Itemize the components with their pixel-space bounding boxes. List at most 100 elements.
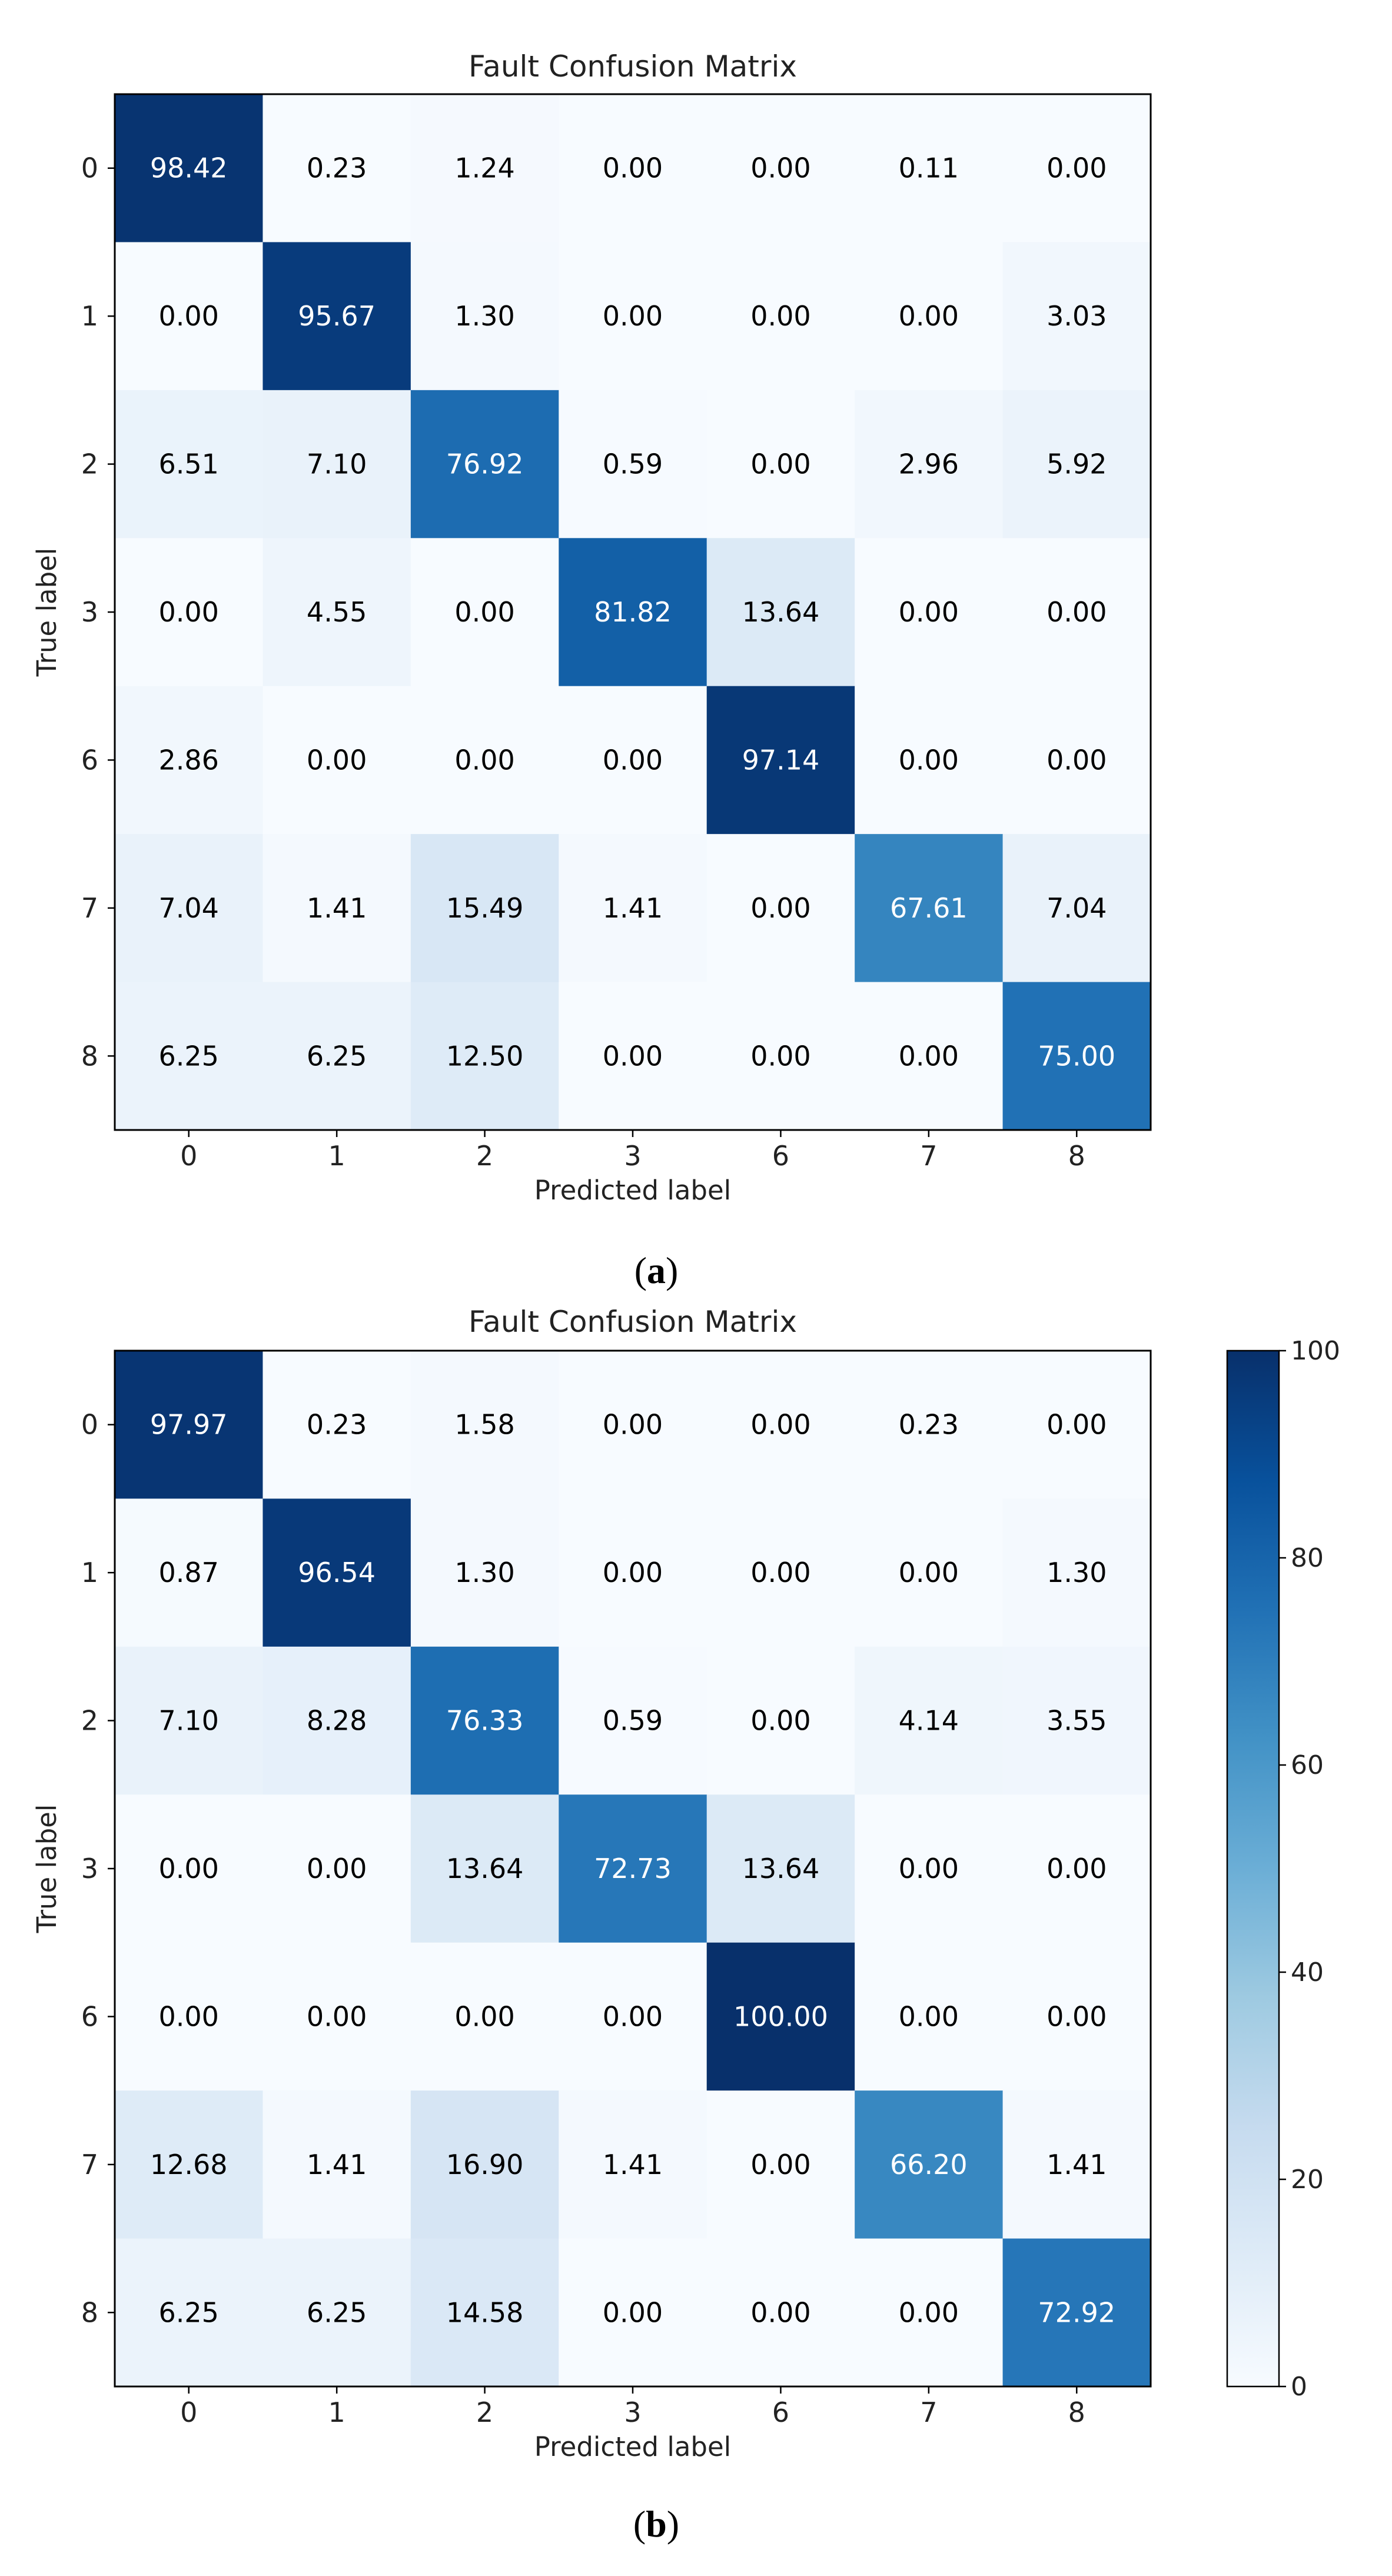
heatmap-cell: [410, 2090, 559, 2239]
heatmap-cell: [115, 2090, 263, 2239]
cell-value-label: 0.00: [1047, 2000, 1107, 2032]
cell-value-label: 0.00: [899, 2000, 959, 2032]
cell-value-label: 1.24: [454, 152, 514, 184]
heatmap-cell: [410, 1351, 559, 1499]
heatmap-cell: [263, 1351, 411, 1499]
cell-value-label: 6.25: [307, 1040, 367, 1072]
cell-value-label: 0.00: [899, 300, 959, 332]
heatmap-cell: [855, 1942, 1004, 2091]
cell-value-label: 14.58: [446, 2296, 524, 2328]
y-tick-label: 0: [81, 152, 98, 184]
cell-value-label: 0.00: [454, 2000, 514, 2032]
heatmap-cell: [115, 1646, 263, 1795]
cell-value-label: 0.00: [899, 1040, 959, 1072]
y-tick-label: 6: [81, 744, 98, 776]
heatmap-cell: [855, 538, 1004, 687]
panel-caption: (b): [633, 2503, 679, 2545]
y-axis-title: True label: [31, 1804, 62, 1934]
cell-value-label: 6.51: [159, 448, 219, 480]
x-tick-label: 8: [1068, 1140, 1085, 1172]
heatmap-cell: [115, 1351, 263, 1499]
heatmap-cell: [1002, 242, 1151, 391]
y-tick-label: 7: [81, 2149, 98, 2181]
x-tick-label: 1: [328, 1140, 345, 1172]
caption-letter: b: [646, 2503, 667, 2545]
heatmap-cell: [855, 94, 1004, 242]
heatmap-cell: [1002, 2238, 1151, 2387]
heatmap-cell: [855, 2238, 1004, 2387]
heatmap-cell: [115, 242, 263, 391]
heatmap-cell: [706, 686, 855, 835]
heatmap-cell: [855, 2090, 1004, 2239]
cell-value-label: 13.64: [446, 1853, 524, 1884]
cell-value-label: 0.00: [307, 1853, 367, 1884]
colorbar-tick-label: 80: [1291, 1543, 1324, 1573]
cell-value-label: 96.54: [298, 1557, 376, 1588]
heatmap-cell: [1002, 686, 1151, 835]
heatmap-cell: [559, 390, 707, 539]
cell-value-label: 12.50: [446, 1040, 524, 1072]
cell-value-label: 0.00: [307, 2000, 367, 2032]
cell-value-label: 67.61: [890, 892, 968, 924]
heatmap-cell: [855, 982, 1004, 1131]
cell-value-label: 0.87: [159, 1557, 219, 1588]
heatmap-cell: [263, 538, 411, 687]
y-tick-label: 8: [81, 1040, 98, 1072]
cell-value-label: 1.41: [1047, 2149, 1107, 2181]
cell-value-label: 0.00: [750, 448, 810, 480]
cell-value-label: 0.00: [1047, 1853, 1107, 1884]
colorbar-tick-label: 0: [1291, 2372, 1307, 2402]
heatmap-cell: [263, 94, 411, 242]
x-tick-label: 0: [180, 1140, 197, 1172]
heatmap-cell: [1002, 1646, 1151, 1795]
cell-value-label: 15.49: [446, 892, 524, 924]
heatmap-cell: [263, 1498, 411, 1647]
cell-value-label: 0.23: [307, 152, 367, 184]
cell-value-label: 0.00: [750, 892, 810, 924]
heatmap-cell: [855, 1498, 1004, 1647]
heatmap-cell: [706, 1794, 855, 1943]
cell-value-label: 1.30: [1047, 1557, 1107, 1588]
heatmap-cell: [115, 1942, 263, 2091]
cell-value-label: 16.90: [446, 2149, 524, 2181]
x-tick-label: 7: [920, 2396, 937, 2428]
heatmap-cell: [855, 834, 1004, 983]
y-tick-label: 7: [81, 892, 98, 924]
cell-value-label: 0.00: [899, 596, 959, 628]
cell-value-label: 3.55: [1047, 1705, 1107, 1737]
heatmap-cell: [1002, 390, 1151, 539]
cell-value-label: 0.00: [1047, 744, 1107, 776]
cell-value-label: 7.04: [1047, 892, 1107, 924]
cell-value-label: 0.00: [603, 152, 663, 184]
cell-value-label: 0.00: [750, 1409, 810, 1441]
cell-value-label: 0.00: [603, 2296, 663, 2328]
colorbar-tick-label: 20: [1291, 2165, 1324, 2195]
chart-title: Fault Confusion Matrix: [469, 1305, 797, 1339]
cell-value-label: 0.11: [899, 152, 959, 184]
heatmap-cell: [559, 2090, 707, 2239]
cell-value-label: 0.00: [454, 596, 514, 628]
cell-value-label: 0.00: [307, 744, 367, 776]
cell-value-label: 13.64: [742, 1853, 820, 1884]
caption-paren: (: [633, 2503, 646, 2545]
y-tick-label: 0: [81, 1409, 98, 1441]
heatmap-cell: [263, 1942, 411, 2091]
heatmap-cell: [115, 686, 263, 835]
heatmap-cell: [410, 242, 559, 391]
cell-value-label: 1.41: [603, 2149, 663, 2181]
heatmap-cell: [115, 1498, 263, 1647]
y-axis-title: True label: [31, 548, 62, 677]
cell-value-label: 1.30: [454, 1557, 514, 1588]
cell-value-label: 72.92: [1038, 2296, 1115, 2328]
y-tick-label: 2: [81, 448, 98, 480]
cell-value-label: 0.00: [159, 2000, 219, 2032]
y-tick-label: 6: [81, 2000, 98, 2032]
heatmap-cell: [706, 242, 855, 391]
x-tick-label: 8: [1068, 2396, 1085, 2428]
heatmap-cell: [263, 242, 411, 391]
x-axis-title: Predicted label: [534, 1175, 731, 1206]
heatmap-cell: [1002, 1794, 1151, 1943]
cell-value-label: 7.10: [159, 1705, 219, 1737]
heatmap-cell: [410, 1794, 559, 1943]
